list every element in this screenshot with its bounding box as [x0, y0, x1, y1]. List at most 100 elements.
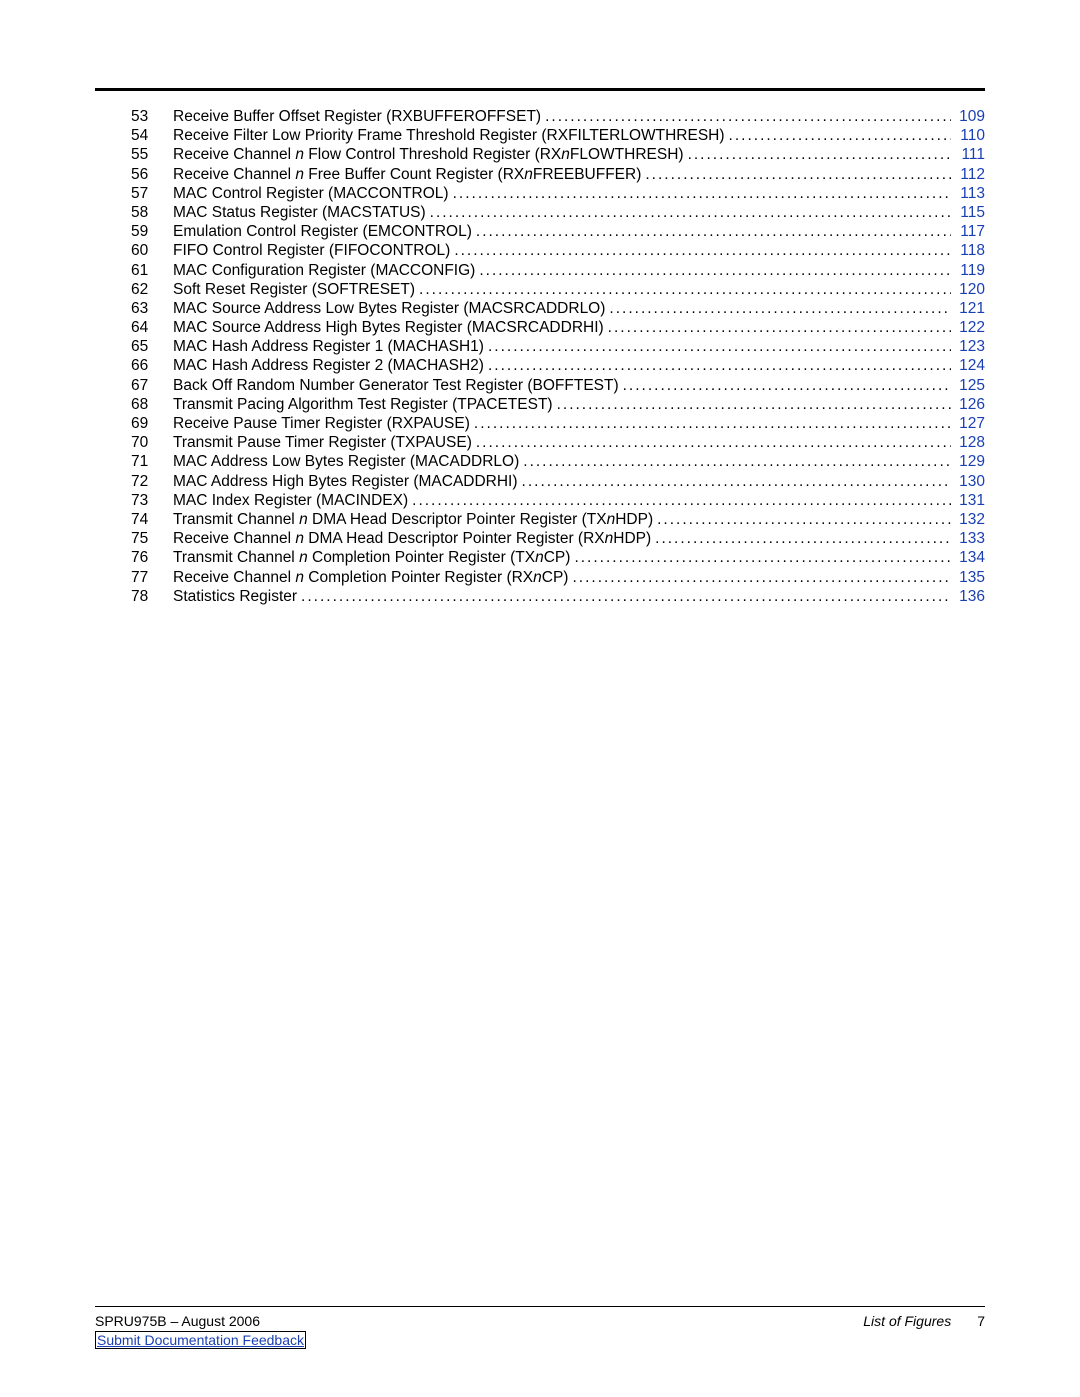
toc-entry-number: 62 [131, 282, 173, 298]
bottom-rule [95, 1306, 985, 1307]
toc-row: 63MAC Source Address Low Bytes Register … [131, 301, 985, 317]
toc-row: 78Statistics Register 136 [131, 589, 985, 605]
toc-entry-page[interactable]: 135 [951, 570, 985, 586]
toc-row: 70Transmit Pause Timer Register (TXPAUSE… [131, 435, 985, 451]
toc-entry-number: 69 [131, 416, 173, 432]
toc-entry-page[interactable]: 124 [951, 358, 985, 374]
footer-line-2: Submit Documentation Feedback [95, 1331, 985, 1349]
toc-entry-number: 61 [131, 263, 173, 279]
toc-leader-dots [653, 512, 951, 528]
toc-leader-dots [426, 205, 951, 221]
toc-row: 75Receive Channel n DMA Head Descriptor … [131, 531, 985, 547]
toc-row: 65MAC Hash Address Register 1 (MACHASH1)… [131, 339, 985, 355]
toc-entry-page[interactable]: 129 [951, 454, 985, 470]
toc-row: 71MAC Address Low Bytes Register (MACADD… [131, 454, 985, 470]
toc-entry-title: MAC Index Register (MACINDEX) [173, 493, 408, 509]
toc-row: 64MAC Source Address High Bytes Register… [131, 320, 985, 336]
toc-entry-number: 72 [131, 474, 173, 490]
feedback-link[interactable]: Submit Documentation Feedback [97, 1332, 304, 1348]
toc-entry-page[interactable]: 122 [951, 320, 985, 336]
toc-leader-dots [484, 339, 951, 355]
toc-entry-number: 53 [131, 109, 173, 125]
toc-entry-title: MAC Status Register (MACSTATUS) [173, 205, 426, 221]
feedback-link-box: Submit Documentation Feedback [95, 1331, 306, 1349]
toc-entry-page[interactable]: 134 [951, 550, 985, 566]
toc-entry-page[interactable]: 113 [951, 186, 985, 202]
toc-row: 69Receive Pause Timer Register (RXPAUSE)… [131, 416, 985, 432]
toc-entry-page[interactable]: 136 [951, 589, 985, 605]
toc-leader-dots [568, 570, 951, 586]
toc-leader-dots [725, 128, 951, 144]
toc-leader-dots [605, 301, 951, 317]
toc-entry-number: 73 [131, 493, 173, 509]
toc-entry-title: Emulation Control Register (EMCONTROL) [173, 224, 472, 240]
toc-entry-page[interactable]: 112 [951, 167, 985, 183]
toc-entry-page[interactable]: 130 [951, 474, 985, 490]
toc-entry-title: Transmit Pause Timer Register (TXPAUSE) [173, 435, 472, 451]
toc-entry-title: Receive Channel n Flow Control Threshold… [173, 147, 684, 163]
toc-entry-number: 67 [131, 378, 173, 394]
toc-entry-title: FIFO Control Register (FIFOCONTROL) [173, 243, 450, 259]
toc-entry-page[interactable]: 127 [951, 416, 985, 432]
toc-entry-title: Receive Pause Timer Register (RXPAUSE) [173, 416, 470, 432]
toc-entry-number: 58 [131, 205, 173, 221]
toc-leader-dots [541, 109, 951, 125]
toc-leader-dots [619, 378, 951, 394]
toc-entry-page[interactable]: 110 [951, 128, 985, 144]
toc-row: 59Emulation Control Register (EMCONTROL)… [131, 224, 985, 240]
toc-row: 56Receive Channel n Free Buffer Count Re… [131, 167, 985, 183]
toc-leader-dots [684, 147, 951, 163]
toc-entry-title: Transmit Pacing Algorithm Test Register … [173, 397, 553, 413]
toc-entry-page[interactable]: 118 [951, 243, 985, 259]
toc-entry-title: Statistics Register [173, 589, 297, 605]
toc-entry-page[interactable]: 117 [951, 224, 985, 240]
section-label: List of Figures [863, 1313, 951, 1329]
footer-right: List of Figures 7 [863, 1313, 985, 1329]
toc-entry-title: MAC Source Address High Bytes Register (… [173, 320, 604, 336]
toc-entry-page[interactable]: 133 [951, 531, 985, 547]
toc-leader-dots [475, 263, 951, 279]
toc-leader-dots [604, 320, 951, 336]
toc-leader-dots [472, 435, 951, 451]
toc-row: 67Back Off Random Number Generator Test … [131, 378, 985, 394]
toc-entry-title: Receive Buffer Offset Register (RXBUFFER… [173, 109, 541, 125]
toc-leader-dots [297, 589, 951, 605]
toc-entry-page[interactable]: 126 [951, 397, 985, 413]
toc-entry-number: 55 [131, 147, 173, 163]
toc-entry-number: 76 [131, 550, 173, 566]
toc-entry-number: 57 [131, 186, 173, 202]
toc-row: 60FIFO Control Register (FIFOCONTROL)118 [131, 243, 985, 259]
toc-entry-page[interactable]: 109 [951, 109, 985, 125]
toc-entry-title: Transmit Channel n DMA Head Descriptor P… [173, 512, 653, 528]
toc-row: 72MAC Address High Bytes Register (MACAD… [131, 474, 985, 490]
toc-entry-title: Receive Channel n Free Buffer Count Regi… [173, 167, 641, 183]
toc-entry-page[interactable]: 111 [951, 147, 985, 163]
toc-entry-page[interactable]: 121 [951, 301, 985, 317]
toc-entry-title: Transmit Channel n Completion Pointer Re… [173, 550, 570, 566]
toc-entry-page[interactable]: 115 [951, 205, 985, 221]
toc-row: 57MAC Control Register (MACCONTROL) 113 [131, 186, 985, 202]
toc-entry-number: 63 [131, 301, 173, 317]
toc-entry-page[interactable]: 132 [951, 512, 985, 528]
toc-entry-number: 64 [131, 320, 173, 336]
toc-row: 77Receive Channel n Completion Pointer R… [131, 570, 985, 586]
toc-entry-number: 71 [131, 454, 173, 470]
toc-entry-page[interactable]: 125 [951, 378, 985, 394]
doc-id: SPRU975B – August 2006 [95, 1313, 260, 1329]
toc-leader-dots [470, 416, 951, 432]
toc-entry-page[interactable]: 123 [951, 339, 985, 355]
toc-entry-title: Receive Filter Low Priority Frame Thresh… [173, 128, 725, 144]
toc-entry-page[interactable]: 119 [951, 263, 985, 279]
toc-row: 74Transmit Channel n DMA Head Descriptor… [131, 512, 985, 528]
toc-row: 73MAC Index Register (MACINDEX) 131 [131, 493, 985, 509]
toc-entry-page[interactable]: 120 [951, 282, 985, 298]
toc-entry-title: Receive Channel n DMA Head Descriptor Po… [173, 531, 651, 547]
toc-entry-page[interactable]: 128 [951, 435, 985, 451]
toc-entry-number: 78 [131, 589, 173, 605]
toc-entry-title: MAC Control Register (MACCONTROL) [173, 186, 449, 202]
toc-entry-page[interactable]: 131 [951, 493, 985, 509]
toc-entry-title: Receive Channel n Completion Pointer Reg… [173, 570, 568, 586]
toc-entry-number: 68 [131, 397, 173, 413]
toc-entry-title: MAC Configuration Register (MACCONFIG) [173, 263, 475, 279]
toc-entry-number: 54 [131, 128, 173, 144]
